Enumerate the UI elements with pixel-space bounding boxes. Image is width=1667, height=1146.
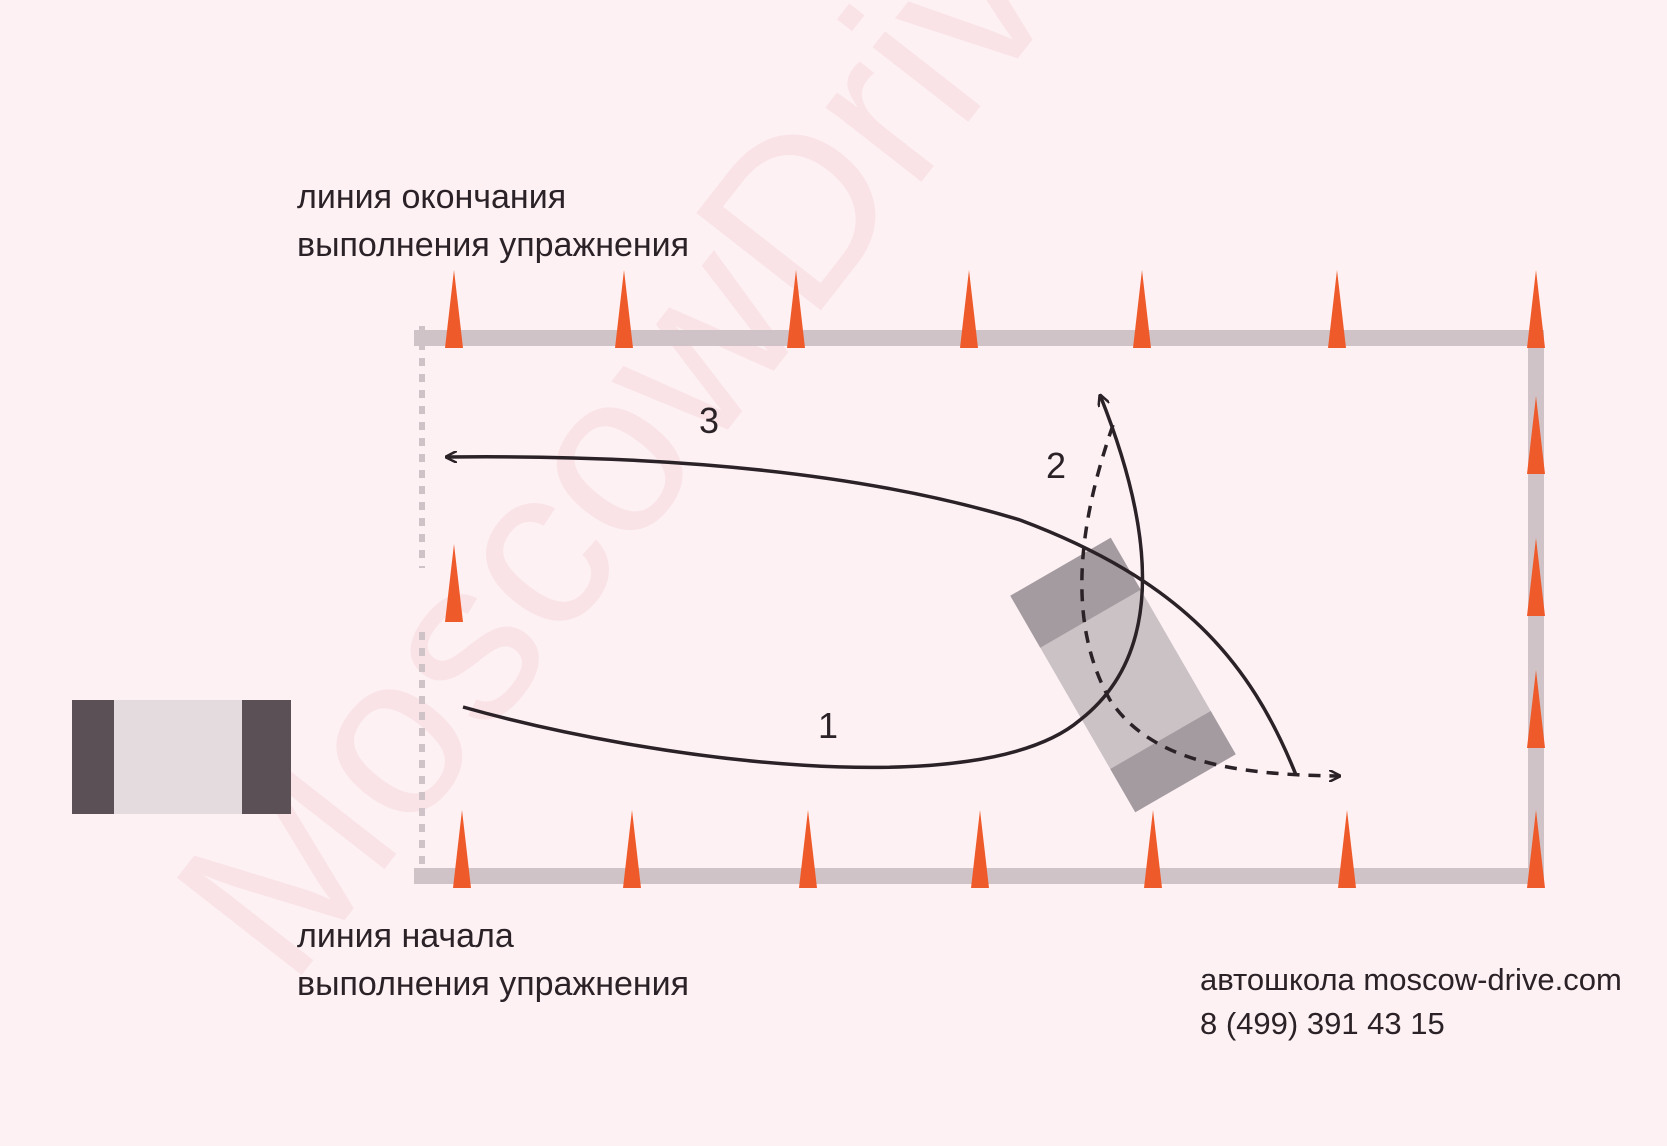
traffic-cone xyxy=(787,270,805,348)
traffic-cone xyxy=(799,810,817,888)
finish-line-label-line1: линия окончания xyxy=(297,178,567,216)
path-3-line xyxy=(446,457,1298,776)
traffic-cone xyxy=(615,270,633,348)
start-line-label: линия начала выполнения упражнения xyxy=(297,912,689,1008)
watermark-text: MoscowDrive xyxy=(126,0,1178,1020)
traffic-cone xyxy=(960,270,978,348)
traffic-cone xyxy=(1328,270,1346,348)
traffic-cone xyxy=(1527,810,1545,888)
maneuver-car-rear xyxy=(1110,710,1236,813)
phone-number: 8 (499) 391 43 15 xyxy=(1200,1006,1445,1041)
traffic-cone xyxy=(445,544,463,622)
path-2-number: 2 xyxy=(1046,445,1066,486)
finish-line-label-line2: выполнения упражнения xyxy=(297,226,690,264)
traffic-cone xyxy=(1527,670,1545,748)
start-line-label-line1: линия начала xyxy=(297,917,514,955)
traffic-cone xyxy=(1338,810,1356,888)
traffic-cone xyxy=(623,810,641,888)
maneuver-car-front xyxy=(1010,537,1141,648)
traffic-cone xyxy=(1527,270,1545,348)
cones xyxy=(445,270,1545,888)
path-1-number: 1 xyxy=(818,705,838,746)
start-car-cabin xyxy=(114,700,242,814)
traffic-cone xyxy=(1527,538,1545,616)
finish-line-label: линия окончания выполнения упражнения xyxy=(297,173,689,269)
footer-contact: автошкола moscow-drive.com 8 (499) 391 4… xyxy=(1200,958,1622,1046)
maneuver-car xyxy=(1010,537,1236,813)
start-line-label-line2: выполнения упражнения xyxy=(297,965,690,1003)
traffic-cone xyxy=(1144,810,1162,888)
traffic-cone xyxy=(1133,270,1151,348)
start-car xyxy=(72,700,291,814)
path-3-number: 3 xyxy=(699,400,719,441)
traffic-cone xyxy=(1527,396,1545,474)
traffic-cone xyxy=(453,810,471,888)
school-name: автошкола moscow-drive.com xyxy=(1200,962,1622,997)
path-1-line xyxy=(462,395,1145,770)
traffic-cone xyxy=(971,810,989,888)
traffic-cone xyxy=(445,270,463,348)
path-2-line xyxy=(1080,424,1340,776)
